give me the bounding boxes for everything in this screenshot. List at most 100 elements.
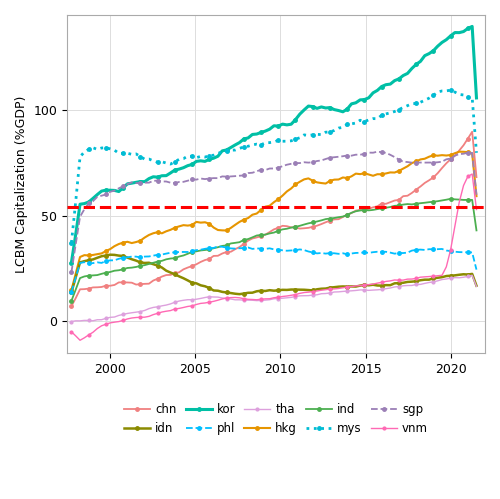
mys xyxy=(370,116,376,122)
idn xyxy=(107,251,113,257)
chn xyxy=(366,206,372,212)
kor xyxy=(142,179,148,185)
chn xyxy=(353,208,359,214)
tha xyxy=(474,283,480,289)
idn xyxy=(362,282,368,288)
vnm xyxy=(68,329,74,335)
sgp xyxy=(374,149,380,155)
Legend: chn, idn, kor, phl, tha, hkg, ind, mys, sgp, vnm: chn, idn, kor, phl, tha, hkg, ind, mys, … xyxy=(120,400,432,439)
Line: mys: mys xyxy=(70,88,478,245)
hkg xyxy=(474,193,480,199)
Line: kor: kor xyxy=(70,24,478,264)
sgp xyxy=(474,192,480,198)
kor xyxy=(366,95,372,101)
vnm xyxy=(90,329,96,335)
idn xyxy=(236,291,242,297)
kor xyxy=(68,259,74,265)
idn xyxy=(474,283,480,289)
Line: ind: ind xyxy=(70,197,478,302)
tha xyxy=(353,287,359,293)
tha xyxy=(344,288,350,294)
mys xyxy=(344,121,350,127)
sgp xyxy=(142,180,148,186)
mys xyxy=(366,117,372,123)
phl xyxy=(374,249,380,255)
hkg xyxy=(370,173,376,179)
vnm xyxy=(146,313,152,319)
ind xyxy=(353,208,359,214)
kor xyxy=(86,199,91,205)
kor xyxy=(344,106,350,112)
Line: idn: idn xyxy=(70,253,478,296)
hkg xyxy=(86,252,91,258)
tha xyxy=(142,307,148,313)
tha xyxy=(366,287,372,293)
chn xyxy=(469,129,475,135)
chn xyxy=(344,212,350,218)
ind xyxy=(86,272,91,278)
Line: phl: phl xyxy=(70,245,478,294)
hkg xyxy=(68,287,74,293)
mys xyxy=(474,150,480,156)
Line: chn: chn xyxy=(70,130,478,308)
sgp xyxy=(68,269,74,275)
vnm xyxy=(469,171,475,177)
sgp xyxy=(370,150,376,156)
vnm xyxy=(474,207,480,213)
vnm xyxy=(374,280,380,286)
hkg xyxy=(366,172,372,178)
idn xyxy=(374,282,380,288)
chn xyxy=(370,204,376,210)
vnm xyxy=(370,281,376,287)
mys xyxy=(353,120,359,126)
tha xyxy=(68,318,74,324)
ind xyxy=(366,208,372,214)
hkg xyxy=(456,149,462,155)
idn xyxy=(68,289,74,295)
sgp xyxy=(353,152,359,158)
Y-axis label: LCBM Capitalization (%GDP): LCBM Capitalization (%GDP) xyxy=(15,95,28,273)
ind xyxy=(142,262,148,268)
Line: vnm: vnm xyxy=(70,173,478,342)
idn xyxy=(378,282,384,288)
ind xyxy=(370,207,376,213)
phl xyxy=(86,260,91,266)
kor xyxy=(370,90,376,96)
mys xyxy=(448,87,454,93)
mys xyxy=(142,156,148,162)
tha xyxy=(86,317,91,323)
hkg xyxy=(344,175,350,181)
phl xyxy=(215,244,221,250)
phl xyxy=(142,253,148,259)
phl xyxy=(370,249,376,255)
ind xyxy=(344,212,350,218)
phl xyxy=(357,250,363,256)
hkg xyxy=(142,235,148,241)
chn xyxy=(68,303,74,309)
tha xyxy=(469,272,475,278)
idn xyxy=(86,257,91,263)
Line: hkg: hkg xyxy=(70,150,478,292)
chn xyxy=(86,285,91,291)
kor xyxy=(353,100,359,106)
sgp xyxy=(344,153,350,159)
phl xyxy=(474,266,480,272)
sgp xyxy=(86,201,91,207)
mys xyxy=(86,146,91,152)
kor xyxy=(469,23,475,29)
chn xyxy=(474,174,480,180)
Line: tha: tha xyxy=(70,274,478,323)
vnm xyxy=(348,283,354,289)
kor xyxy=(474,95,480,101)
vnm xyxy=(357,282,363,288)
tha xyxy=(370,287,376,293)
idn xyxy=(353,283,359,289)
Line: sgp: sgp xyxy=(70,150,478,274)
ind xyxy=(68,298,74,304)
ind xyxy=(474,228,480,234)
idn xyxy=(146,260,152,266)
chn xyxy=(142,281,148,287)
sgp xyxy=(366,150,372,156)
mys xyxy=(68,240,74,246)
hkg xyxy=(353,171,359,177)
